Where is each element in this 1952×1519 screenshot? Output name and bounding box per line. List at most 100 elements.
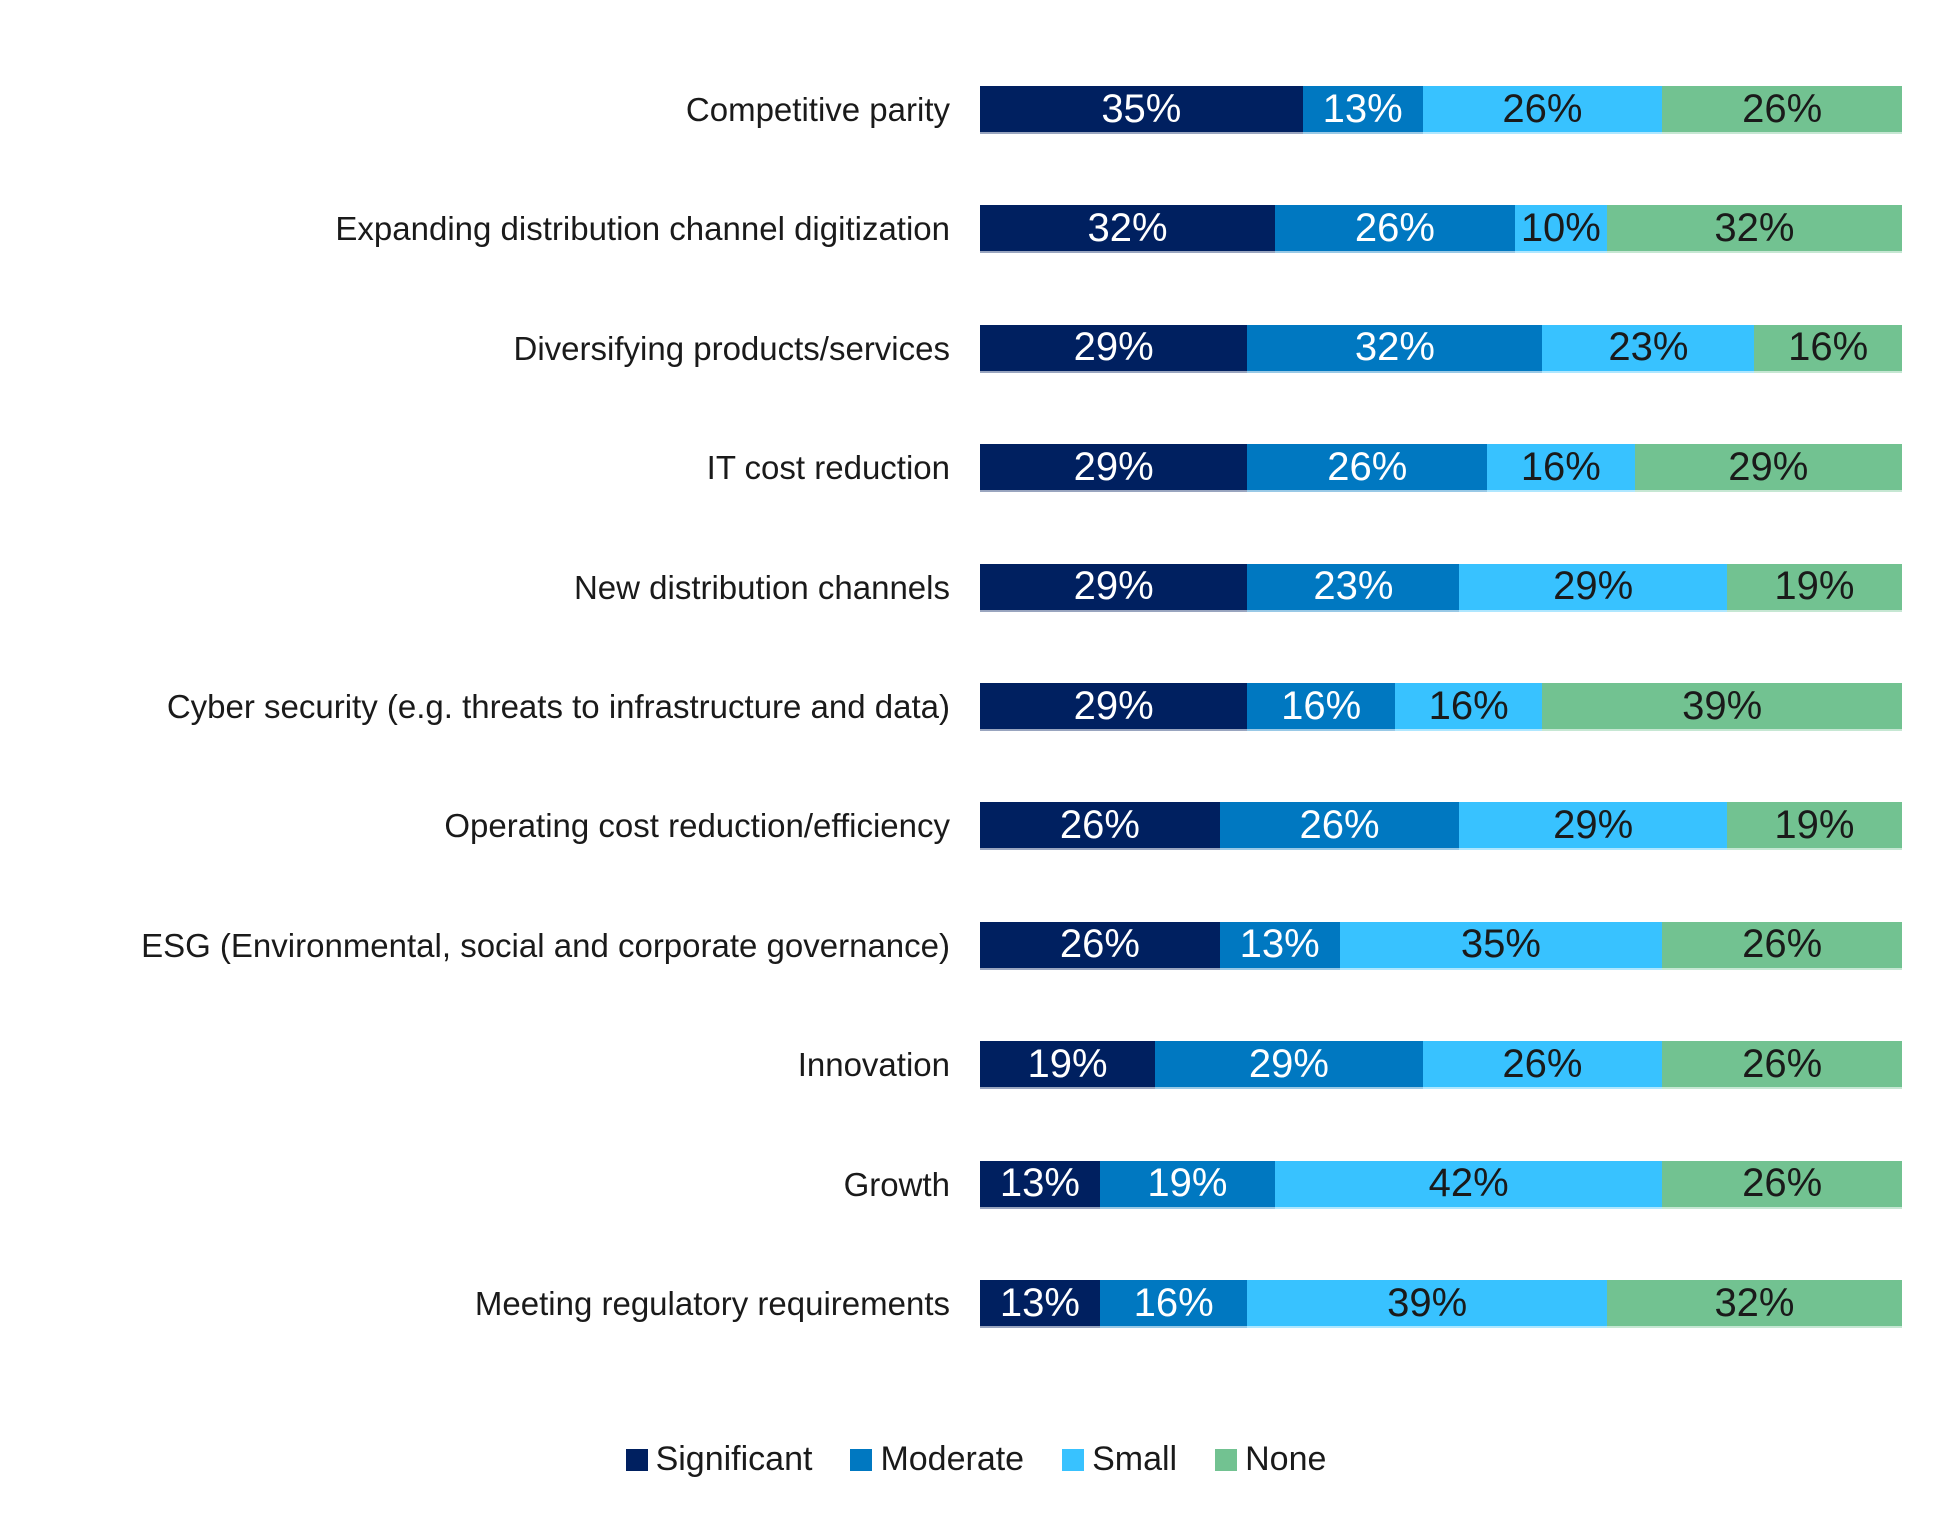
data-label: 29% bbox=[1073, 564, 1154, 609]
data-label: 13% bbox=[999, 1280, 1080, 1325]
data-label: 26% bbox=[1502, 86, 1583, 131]
bar-row: 29% 32% 23% 16% bbox=[980, 324, 1902, 373]
legend-label: Significant bbox=[655, 1440, 813, 1478]
category-label: Operating cost reduction/efficiency bbox=[444, 807, 950, 845]
data-label: 32% bbox=[1354, 325, 1435, 370]
bar-row: 26% 13% 35% 26% bbox=[980, 921, 1902, 970]
bar-segment-none: 26% bbox=[1662, 1041, 1902, 1090]
data-label: 19% bbox=[1774, 564, 1855, 609]
data-label: 42% bbox=[1428, 1161, 1509, 1206]
data-label: 23% bbox=[1608, 325, 1689, 370]
data-label: 35% bbox=[1101, 86, 1182, 131]
data-label: 26% bbox=[1059, 802, 1140, 847]
bar-segment-none: 39% bbox=[1542, 683, 1902, 731]
data-label: 35% bbox=[1460, 922, 1541, 967]
data-label: 32% bbox=[1714, 1280, 1795, 1325]
bar-row: 13% 19% 42% 26% bbox=[980, 1160, 1902, 1209]
data-label: 13% bbox=[1239, 922, 1320, 967]
legend-item-significant: Significant bbox=[625, 1440, 813, 1479]
bar-segment-significant: 35% bbox=[980, 86, 1303, 134]
legend-item-small: Small bbox=[1062, 1440, 1177, 1479]
bar-row: 26% 26% 29% 19% bbox=[980, 802, 1902, 851]
bar-segment-moderate: 32% bbox=[1247, 324, 1543, 373]
bar-segment-moderate: 19% bbox=[1099, 1160, 1276, 1209]
category-label: ESG (Environmental, social and corporate… bbox=[141, 926, 950, 964]
data-label: 10% bbox=[1520, 205, 1601, 250]
legend-swatch bbox=[850, 1448, 873, 1471]
bar-segment-significant: 29% bbox=[980, 563, 1248, 612]
data-label: 26% bbox=[1742, 1041, 1823, 1086]
bar-row: 32% 26% 10% 32% bbox=[980, 205, 1902, 254]
bar-segment-none: 19% bbox=[1726, 802, 1902, 851]
data-label: 32% bbox=[1087, 205, 1168, 250]
bar-row: 13% 16% 39% 32% bbox=[980, 1280, 1902, 1328]
data-label: 39% bbox=[1387, 1280, 1468, 1325]
category-label: Diversifying products/services bbox=[513, 329, 950, 367]
data-label: 16% bbox=[1133, 1280, 1214, 1325]
category-label: Meeting regulatory requirements bbox=[474, 1285, 950, 1322]
data-label: 26% bbox=[1327, 444, 1408, 489]
bar-segment-small: 42% bbox=[1275, 1160, 1663, 1209]
data-label: 16% bbox=[1281, 683, 1362, 728]
bar-segment-small: 23% bbox=[1542, 324, 1755, 373]
data-label: 16% bbox=[1520, 444, 1601, 489]
bar-segment-small: 35% bbox=[1339, 921, 1663, 970]
bar-segment-small: 39% bbox=[1247, 1280, 1607, 1328]
data-label: 29% bbox=[1248, 1041, 1329, 1086]
bar-segment-small: 10% bbox=[1514, 205, 1607, 254]
data-label: 26% bbox=[1742, 922, 1823, 967]
bar-segment-moderate: 16% bbox=[1247, 683, 1395, 731]
bar-segment-moderate: 13% bbox=[1219, 921, 1340, 970]
bar-segment-significant: 32% bbox=[980, 205, 1276, 254]
data-label: 39% bbox=[1682, 683, 1763, 728]
bar-segment-significant: 29% bbox=[980, 324, 1248, 373]
category-label: Expanding distribution channel digitizat… bbox=[335, 210, 950, 248]
bar-segment-none: 29% bbox=[1634, 444, 1902, 493]
bar-segment-none: 19% bbox=[1726, 563, 1902, 612]
legend-swatch bbox=[625, 1448, 648, 1471]
bar-segment-significant: 13% bbox=[980, 1160, 1100, 1209]
bar-segment-small: 26% bbox=[1422, 86, 1663, 134]
bar-row: 29% 16% 16% 39% bbox=[980, 683, 1902, 731]
category-label: Cyber security (e.g. threats to infrastr… bbox=[166, 688, 950, 725]
bar-segment-small: 29% bbox=[1459, 802, 1727, 851]
data-label: 29% bbox=[1553, 564, 1634, 609]
bar-segment-significant: 19% bbox=[980, 1041, 1156, 1090]
legend-swatch bbox=[1062, 1448, 1085, 1471]
data-label: 26% bbox=[1299, 802, 1380, 847]
legend-label: Small bbox=[1092, 1440, 1178, 1478]
data-label: 26% bbox=[1742, 86, 1823, 131]
data-label: 29% bbox=[1728, 444, 1809, 489]
legend-label: Moderate bbox=[880, 1440, 1025, 1478]
data-label: 26% bbox=[1742, 1161, 1823, 1206]
bar-segment-significant: 29% bbox=[980, 683, 1248, 731]
bar-segment-significant: 26% bbox=[980, 921, 1220, 970]
bar-segment-small: 26% bbox=[1422, 1041, 1663, 1090]
data-label: 29% bbox=[1073, 683, 1154, 728]
data-label: 16% bbox=[1428, 683, 1509, 728]
bar-segment-moderate: 29% bbox=[1155, 1041, 1423, 1090]
bar-segment-moderate: 26% bbox=[1275, 205, 1515, 254]
bar-segment-none: 26% bbox=[1662, 1160, 1902, 1209]
bar-segment-significant: 29% bbox=[980, 444, 1248, 493]
bar-row: 29% 23% 29% 19% bbox=[980, 563, 1902, 612]
category-label: Competitive parity bbox=[685, 91, 950, 128]
data-label: 26% bbox=[1354, 205, 1435, 250]
data-label: 29% bbox=[1073, 444, 1154, 489]
bar-segment-moderate: 23% bbox=[1247, 563, 1460, 612]
bar-segment-significant: 26% bbox=[980, 802, 1220, 851]
data-label: 32% bbox=[1714, 205, 1795, 250]
bar-segment-small: 16% bbox=[1487, 444, 1635, 493]
data-label: 19% bbox=[1147, 1161, 1228, 1206]
bar-segment-none: 26% bbox=[1662, 86, 1902, 134]
bar-segment-moderate: 26% bbox=[1247, 444, 1488, 493]
legend: Significant Moderate Small None bbox=[0, 1440, 1952, 1479]
category-label: Growth bbox=[843, 1165, 950, 1203]
bar-segment-none: 32% bbox=[1606, 1280, 1902, 1328]
bar-row: 35% 13% 26% 26% bbox=[980, 86, 1902, 134]
bar-segment-small: 16% bbox=[1394, 683, 1543, 731]
legend-swatch bbox=[1215, 1448, 1238, 1471]
data-label: 26% bbox=[1502, 1041, 1583, 1086]
bar-segment-none: 32% bbox=[1606, 205, 1902, 254]
